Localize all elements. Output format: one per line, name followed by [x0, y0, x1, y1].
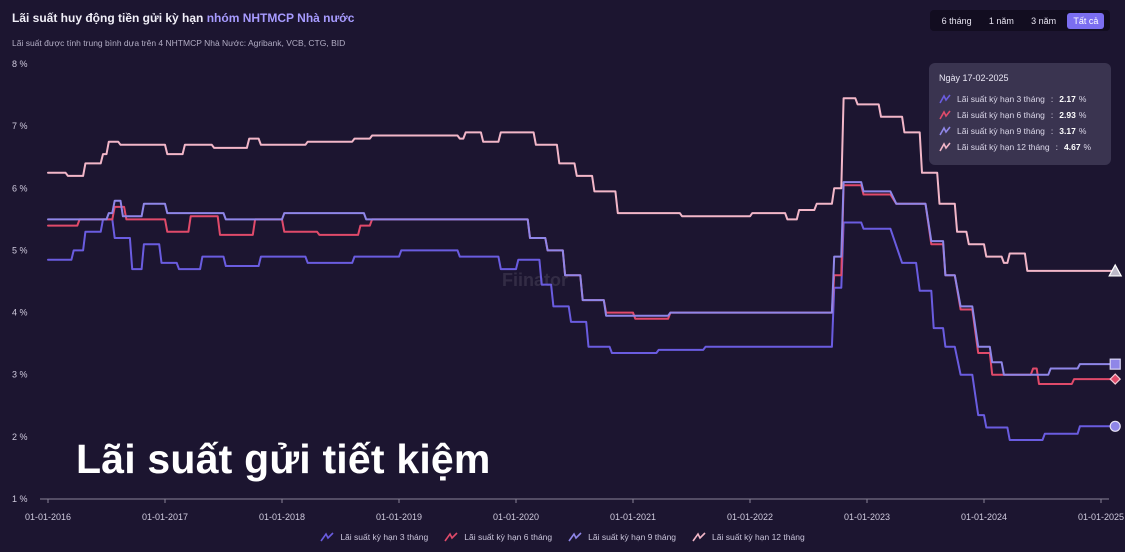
- range-tab-3y[interactable]: 3 năm: [1031, 15, 1057, 26]
- tooltip-row: Lãi suất kỳ hạn 12 tháng : 4.67 %: [939, 139, 1101, 155]
- y-tick-label: 4 %: [12, 308, 28, 318]
- tooltip-series-label: Lãi suất kỳ hạn 9 tháng: [957, 126, 1045, 136]
- range-tab-1y[interactable]: 1 năm: [988, 15, 1014, 26]
- line-series-icon: [939, 142, 951, 152]
- end-marker-12-thang: [1108, 263, 1123, 277]
- line-series-icon: [692, 532, 706, 542]
- line-series-icon: [939, 94, 951, 104]
- end-marker-3-thang: [1109, 420, 1121, 432]
- tooltip-series-label: Lãi suất kỳ hạn 6 tháng: [957, 110, 1045, 120]
- x-tick-label: 01-01-2021: [610, 512, 656, 522]
- x-tick-label: 01-01-2017: [142, 512, 188, 522]
- y-tick-label: 3 %: [12, 370, 28, 380]
- tooltip-date: Ngày 17-02-2025: [939, 73, 1009, 83]
- tooltip-series-value: 2.93: [1059, 110, 1076, 120]
- legend-item-9-thang[interactable]: Lãi suất kỳ hạn 9 tháng: [568, 532, 676, 542]
- legend-label: Lãi suất kỳ hạn 6 tháng: [464, 532, 553, 542]
- series-line-12-thang: [47, 97, 1118, 272]
- legend-label: Lãi suất kỳ hạn 9 tháng: [588, 532, 677, 542]
- legend-label: Lãi suất kỳ hạn 3 tháng: [340, 532, 429, 542]
- tooltip-series-label: Lãi suất kỳ hạn 3 tháng: [957, 94, 1045, 104]
- legend-item-12-thang[interactable]: Lãi suất kỳ hạn 12 tháng: [692, 532, 805, 542]
- y-tick-label: 2 %: [12, 432, 28, 442]
- line-series-icon: [320, 532, 334, 542]
- tooltip-series-value: 4.67: [1064, 142, 1081, 152]
- x-tick-label: 01-01-2019: [376, 512, 422, 522]
- chart-title-main: Lãi suất huy động tiền gửi kỳ hạn: [12, 11, 207, 25]
- overlay-caption: Lãi suất gửi tiết kiệm: [76, 436, 491, 482]
- legend-item-3-thang[interactable]: Lãi suất kỳ hạn 3 tháng: [320, 532, 428, 542]
- end-marker-6-thang: [1109, 373, 1122, 385]
- range-tab-all[interactable]: Tất cả: [1067, 12, 1105, 29]
- tooltip-series-label: Lãi suất kỳ hạn 12 tháng: [957, 142, 1050, 152]
- x-tick-label: 01-01-2025: [1078, 512, 1124, 522]
- tooltip-row: Lãi suất kỳ hạn 9 tháng : 3.17 %: [939, 123, 1101, 139]
- x-tick-label: 01-01-2018: [259, 512, 305, 522]
- y-tick-label: 5 %: [12, 245, 28, 255]
- x-tick-label: 01-01-2020: [493, 512, 539, 522]
- legend-label: Lãi suất kỳ hạn 12 tháng: [712, 532, 805, 542]
- tooltip-unit: %: [1078, 94, 1087, 104]
- tooltip-unit: %: [1078, 126, 1087, 136]
- y-tick-label: 8 %: [12, 59, 28, 69]
- x-tick-label: 01-01-2024: [961, 512, 1007, 522]
- y-tick-label: 6 %: [12, 183, 28, 193]
- y-tick-label: 1 %: [12, 494, 28, 504]
- chart-title: Lãi suất huy động tiền gửi kỳ hạn nhóm N…: [12, 11, 354, 25]
- legend-item-6-thang[interactable]: Lãi suất kỳ hạn 6 tháng: [444, 532, 552, 542]
- x-tick-label: 01-01-2023: [844, 512, 890, 522]
- time-range-selector: 6 tháng 1 năm 3 năm Tất cả: [930, 10, 1110, 31]
- range-tab-6m[interactable]: 6 tháng: [941, 15, 972, 26]
- x-tick-label: 01-01-2022: [727, 512, 773, 522]
- tooltip-row: Lãi suất kỳ hạn 3 tháng : 2.17 %: [939, 91, 1101, 107]
- x-tick-label: 01-01-2016: [25, 512, 71, 522]
- line-series-icon: [939, 126, 951, 136]
- chart-legend: Lãi suất kỳ hạn 3 tháng Lãi suất kỳ hạn …: [0, 532, 1125, 542]
- tooltip-unit: %: [1078, 110, 1087, 120]
- series-line-3-thang: [47, 218, 1118, 441]
- tooltip-series-value: 2.17: [1059, 94, 1076, 104]
- line-series-icon: [939, 110, 951, 120]
- chart-title-highlight: nhóm NHTMCP Nhà nước: [206, 11, 355, 25]
- line-series-icon: [444, 532, 458, 542]
- tooltip-series-value: 3.17: [1059, 126, 1076, 136]
- end-marker-9-thang: [1109, 358, 1121, 370]
- series-line-9-thang: [47, 181, 1118, 376]
- tooltip-unit: %: [1083, 142, 1092, 152]
- tooltip-row: Lãi suất kỳ hạn 6 tháng : 2.93 %: [939, 107, 1101, 123]
- y-tick-label: 7 %: [12, 121, 28, 131]
- hover-tooltip: Ngày 17-02-2025 Lãi suất kỳ hạn 3 tháng …: [929, 63, 1111, 165]
- line-series-icon: [568, 532, 582, 542]
- chart-subtitle: Lãi suất được tính trung bình dựa trên 4…: [12, 38, 346, 48]
